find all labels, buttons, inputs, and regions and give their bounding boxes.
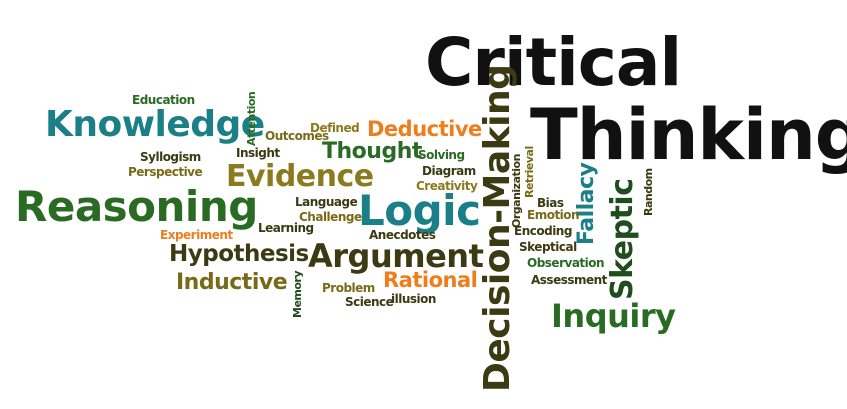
word-challenge: Challenge [299,210,362,224]
word-hypothesis: Hypothesis [169,241,309,267]
word-inquiry: Inquiry [551,297,676,335]
word-syllogism: Syllogism [140,150,201,164]
word-observation: Observation [527,256,605,270]
word-insight: Insight [236,146,280,160]
word-inductive: Inductive [176,270,288,295]
word-skeptic: Skeptic [605,178,640,300]
word-reasoning: Reasoning [15,182,258,231]
word-science: Science [345,295,394,309]
word-bias: Bias [537,196,564,210]
word-diagram: Diagram [422,164,476,178]
word-retrieval: Retrieval [523,146,536,198]
word-thought: Thought [322,139,422,164]
word-defined: Defined [310,121,360,135]
word-education: Education [132,93,195,107]
word-logic: Logic [358,186,481,235]
word-memory: Memory [291,270,304,318]
word-random: Random [642,168,655,216]
word-problem: Problem [322,281,375,295]
word-learning: Learning [258,221,314,235]
word-critical: Critical [425,24,682,101]
word-outcomes: Outcomes [265,129,329,143]
word-attention: Attention [245,91,258,146]
word-language: Language [295,195,358,209]
word-organization: Organization [510,154,523,228]
word-knowledge: Knowledge [45,104,265,145]
word-skeptical: Skeptical [519,240,577,254]
word-deductive: Deductive [367,117,482,141]
word-fallacy: Fallacy [574,162,599,245]
word-argument: Argument [308,237,484,275]
word-emotion: Emotion [527,208,580,222]
word-anecdotes: Anecdotes [369,228,436,242]
word-creativity: Creativity [416,179,478,193]
word-rational: Rational [383,268,478,292]
word-decision-making: Decision-Making [477,64,518,392]
word-thinking: Thinking [530,94,847,176]
word-assessment: Assessment [531,273,607,287]
word-illusion: illusion [391,292,436,306]
word-experiment: Experiment [160,228,233,242]
word-encoding: Encoding [514,224,572,238]
word-perspective: Perspective [128,165,203,179]
word-solving: Solving [418,148,465,162]
word-evidence: Evidence [226,159,374,194]
